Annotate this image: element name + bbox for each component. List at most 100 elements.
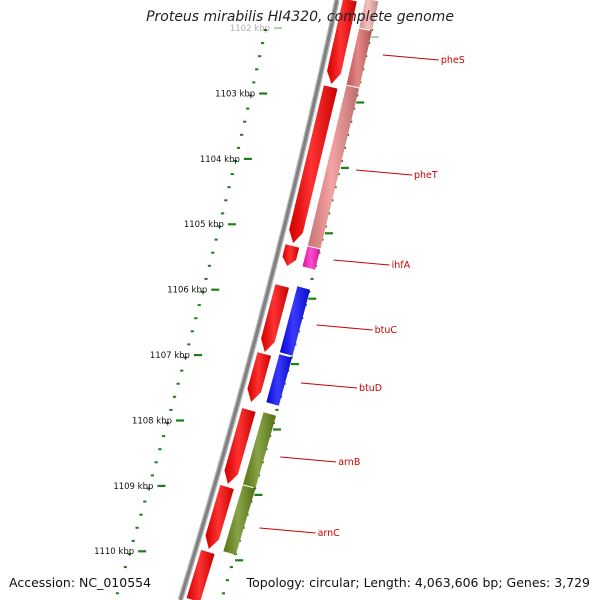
minor-tick [127,553,131,555]
genome-summary: Topology: circular; Length: 4,063,606 bp… [246,575,590,590]
cds-feature-shade [327,0,357,84]
minor-tick [211,251,215,254]
leader-arnC [259,527,316,534]
minor-tick [233,160,237,162]
minor-tick [150,474,155,477]
kbp-tick-label: 1107 kbp [150,351,190,361]
minor-tick [115,592,119,595]
minor-tick [214,238,218,241]
minor-tick [230,173,234,176]
major-tick [340,166,349,169]
kbp-tick-label: 1110 kbp [94,547,134,557]
minor-tick [176,382,180,385]
leader-btuD [300,382,358,389]
minor-tick [183,356,187,359]
leader-ihfA [333,259,390,266]
label-pheT: pheT [414,170,438,181]
minor-tick [260,42,265,45]
minor-tick [162,435,166,438]
label-pheS: pheS [441,55,465,66]
major-tick [235,559,244,562]
minor-tick [187,343,191,346]
major-tick [254,493,263,496]
minor-tick [253,487,257,490]
major-tick [259,92,268,95]
gene-partial-shade [359,0,379,31]
minor-tick [263,29,268,31]
major-tick [290,363,299,366]
label-ihfA: ihfA [392,260,411,271]
minor-tick [139,513,143,516]
minor-tick [131,539,135,542]
genome-backbone [177,0,340,600]
major-tick [193,354,202,357]
minor-tick [201,291,205,293]
minor-tick [229,566,233,569]
gene-arnB-shade [243,412,276,488]
cds-feature-shade [282,244,300,266]
major-tick [138,550,147,553]
minor-tick [275,408,279,411]
minor-tick [169,408,173,411]
minor-tick [194,317,198,320]
major-tick [243,157,252,160]
minor-tick [249,94,253,97]
cds-feature-shade [289,85,338,244]
leader-pheT [355,169,413,176]
kbp-tick-label: 1105 kbp [184,220,224,230]
label-arnB: arnB [338,457,360,468]
cds-feature-shade [261,284,289,352]
kbp-tick-label: 1103 kbp [215,89,255,99]
minor-tick [243,120,247,123]
minor-tick [204,277,208,280]
minor-tick [252,81,256,84]
minor-tick [135,526,139,529]
cds-feature-shade [205,485,234,549]
minor-tick [289,356,293,359]
major-tick [227,223,236,226]
minor-tick [172,395,177,398]
label-btuD: btuD [359,383,382,394]
minor-tick [180,369,184,372]
gene-btuC-shade [279,286,310,356]
minor-tick [207,264,211,267]
kbp-ruler: 1102 kbp 1103 kbp 1104 kbp 1105 kbp 1106 kbp… [94,24,379,562]
major-tick [356,101,365,104]
minor-tick [123,566,127,569]
map-title: Proteus mirabilis HI4320, complete genom… [146,9,454,25]
kbp-tick-label: 1104 kbp [200,155,240,165]
major-tick [370,36,379,39]
minor-tick [143,500,147,503]
minor-tick [158,448,162,451]
label-btuC: btuC [375,325,398,336]
kbp-tick-label: 1109 kbp [113,482,153,492]
backbone-outer [177,0,340,600]
cds-feature-shade [186,550,215,600]
cds-track [186,0,357,600]
minor-tick [310,277,314,280]
minor-tick [224,199,228,202]
minor-tick [217,225,221,228]
cds-feature-shade [224,408,256,484]
minor-tick [225,579,229,582]
gene-labels: pheS pheT ihfA btuC btuD arnB arnC [259,54,465,539]
kbp-tick-label: 1106 kbp [167,286,207,296]
gene-pheS-shade [346,28,372,88]
leader-btuC [316,324,373,331]
major-tick [176,419,185,422]
gene-track [223,0,379,555]
leader-arnB [280,456,337,463]
minor-tick [246,107,250,110]
kbp-tick-label: 1108 kbp [132,416,172,426]
minor-tick [258,55,262,58]
minor-tick [240,133,244,136]
leader-pheS [382,54,439,61]
minor-tick [154,461,158,464]
kbp-tick-label: 1102 kbp [230,24,270,34]
minor-tick [165,422,169,424]
major-tick [211,288,220,291]
major-tick [308,297,317,300]
major-tick [324,232,333,235]
cds-feature-shade [247,352,271,402]
